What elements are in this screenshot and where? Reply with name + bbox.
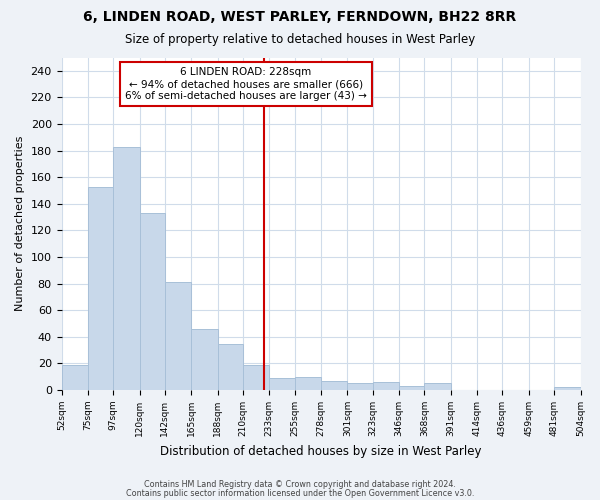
Bar — [191, 329, 218, 390]
Bar — [62, 365, 88, 390]
Y-axis label: Number of detached properties: Number of detached properties — [15, 136, 25, 312]
Text: Contains public sector information licensed under the Open Government Licence v3: Contains public sector information licen… — [126, 489, 474, 498]
Bar — [243, 365, 269, 390]
Bar — [373, 382, 399, 390]
Bar — [295, 377, 321, 390]
Bar — [88, 186, 113, 390]
Bar — [269, 378, 295, 390]
Bar — [347, 384, 373, 390]
Bar — [399, 386, 424, 390]
Bar — [424, 384, 451, 390]
Bar — [140, 213, 165, 390]
Bar — [321, 381, 347, 390]
Text: Contains HM Land Registry data © Crown copyright and database right 2024.: Contains HM Land Registry data © Crown c… — [144, 480, 456, 489]
Bar — [165, 282, 191, 390]
Bar — [218, 344, 243, 390]
Text: 6 LINDEN ROAD: 228sqm
← 94% of detached houses are smaller (666)
6% of semi-deta: 6 LINDEN ROAD: 228sqm ← 94% of detached … — [125, 68, 367, 100]
Text: 6, LINDEN ROAD, WEST PARLEY, FERNDOWN, BH22 8RR: 6, LINDEN ROAD, WEST PARLEY, FERNDOWN, B… — [83, 10, 517, 24]
X-axis label: Distribution of detached houses by size in West Parley: Distribution of detached houses by size … — [160, 444, 482, 458]
Bar — [113, 146, 140, 390]
Text: Size of property relative to detached houses in West Parley: Size of property relative to detached ho… — [125, 32, 475, 46]
Bar — [554, 388, 581, 390]
